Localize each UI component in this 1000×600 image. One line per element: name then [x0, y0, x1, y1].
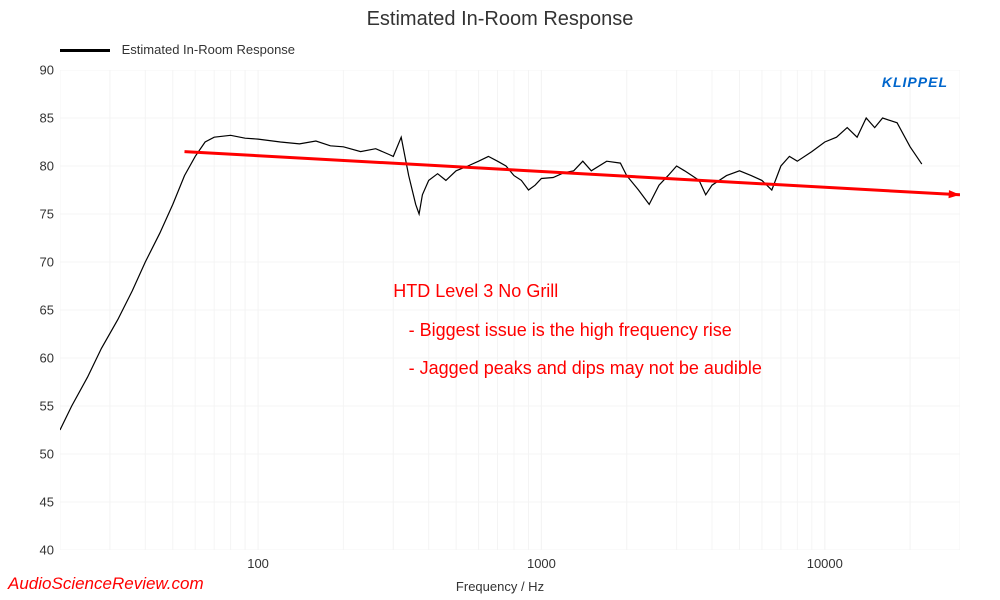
annotation-text: HTD Level 3 No Grill: [393, 281, 558, 302]
y-tick-label: 50: [40, 447, 54, 462]
y-tick-label: 65: [40, 303, 54, 318]
chart-container: Estimated In-Room Response Estimated In-…: [0, 0, 1000, 600]
y-tick-label: 75: [40, 207, 54, 222]
legend: Estimated In-Room Response: [60, 42, 295, 57]
x-tick-label: 1000: [527, 556, 556, 571]
plot-area: KLIPPEL HTD Level 3 No Grill - Biggest is…: [60, 70, 960, 550]
x-tick-label: 100: [247, 556, 269, 571]
y-tick-label: 90: [40, 63, 54, 78]
y-tick-label: 45: [40, 495, 54, 510]
y-tick-label: 40: [40, 543, 54, 558]
chart-title: Estimated In-Room Response: [0, 8, 1000, 31]
annotation-text: - Jagged peaks and dips may not be audib…: [409, 358, 762, 379]
y-tick-label: 70: [40, 255, 54, 270]
annotation-text: - Biggest issue is the high frequency ri…: [409, 320, 732, 341]
plot-svg: [60, 70, 960, 550]
watermark-logo: KLIPPEL: [882, 74, 948, 90]
attribution-text: AudioScienceReview.com: [8, 574, 204, 594]
y-tick-label: 55: [40, 399, 54, 414]
y-tick-label: 80: [40, 159, 54, 174]
y-tick-label: 60: [40, 351, 54, 366]
x-tick-label: 10000: [807, 556, 843, 571]
legend-label: Estimated In-Room Response: [122, 42, 295, 57]
y-tick-label: 85: [40, 111, 54, 126]
legend-swatch: [60, 49, 110, 52]
